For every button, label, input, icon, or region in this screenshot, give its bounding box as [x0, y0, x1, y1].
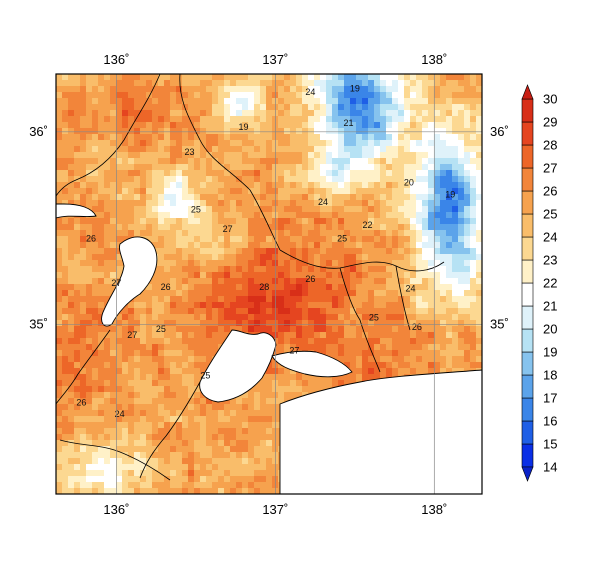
contour-label: 25: [156, 324, 166, 334]
colorbar-tick-label: 30: [543, 92, 557, 107]
colorbar-swatch: [521, 443, 534, 468]
colorbar: 14 15 16 17 18 19 20 21 22 23 24 25 26 27 28 29 30: [521, 84, 557, 482]
map-tick-labels: 136˚ 136˚ 137˚ 137˚ 138˚ 138˚ 36˚ 36˚ 35˚ 35˚: [29, 52, 509, 517]
contour-label: 20: [404, 178, 414, 188]
colorbar-under-arrow: [521, 466, 534, 482]
contour-label: 27: [289, 345, 299, 355]
lat-tick-label-right: 36˚: [490, 124, 509, 139]
colorbar-tick-label: 26: [543, 184, 557, 199]
colorbar-swatch: [521, 121, 534, 146]
contour-label: 27: [127, 330, 137, 340]
coastline-layer: [56, 74, 482, 494]
contour-label: 25: [200, 370, 210, 380]
colorbar-swatch: [521, 351, 534, 376]
contour-label: 19: [239, 122, 249, 132]
contour-label: 26: [412, 322, 422, 332]
colorbar-swatch: [521, 282, 534, 307]
colorbar-swatch: [521, 236, 534, 261]
lon-tick-label-bottom: 136˚: [103, 502, 129, 517]
colorbar-tick-label: 14: [543, 460, 557, 475]
colorbar-over-arrow: [521, 84, 534, 100]
contour-label: 27: [223, 224, 233, 234]
contour-label: 22: [363, 220, 373, 230]
colorbar-swatch: [521, 259, 534, 284]
lon-tick-label-top: 137˚: [262, 52, 288, 67]
colorbar-swatch: [521, 374, 534, 399]
colorbar-swatch: [521, 167, 534, 192]
colorbar-swatch: [521, 190, 534, 215]
lat-tick-label-right: 35˚: [490, 316, 509, 331]
colorbar-tick-label: 20: [543, 322, 557, 337]
colorbar-tick-label: 15: [543, 437, 557, 452]
contour-label: 21: [343, 118, 353, 128]
contour-label: 24: [405, 284, 415, 294]
contour-label: 26: [161, 282, 171, 292]
colorbar-tick-label: 22: [543, 276, 557, 291]
contour-label: 23: [185, 147, 195, 157]
contour-label: 26: [305, 274, 315, 284]
lon-tick-label-bottom: 138˚: [421, 502, 447, 517]
colorbar-tick-label: 19: [543, 345, 557, 360]
graticule: [56, 74, 482, 494]
colorbar-tick-label: 24: [543, 230, 557, 245]
lon-tick-label-top: 138˚: [421, 52, 447, 67]
colorbar-swatch: [521, 420, 534, 445]
colorbar-swatch: [521, 397, 534, 422]
contour-label: 25: [191, 205, 201, 215]
contour-label: 19: [350, 83, 360, 93]
contour-labels: 24 19 19 21 23 24 25 27 26 25 22 20 19 27 26 28 26 24 25 26…: [76, 83, 455, 419]
colorbar-tick-label: 29: [543, 115, 557, 130]
map-frame: [55, 73, 483, 495]
colorbar-swatch: [521, 328, 534, 353]
colorbar-tick-label: 18: [543, 368, 557, 383]
colorbar-tick-label: 21: [543, 299, 557, 314]
contour-label: 26: [76, 397, 86, 407]
contour-label: 26: [86, 234, 96, 244]
contour-label: 25: [337, 234, 347, 244]
colorbar-tick-label: 16: [543, 414, 557, 429]
contour-label: 24: [318, 197, 328, 207]
contour-label: 24: [115, 409, 125, 419]
colorbar-tick-label: 17: [543, 391, 557, 406]
colorbar-tick-label: 27: [543, 161, 557, 176]
lon-tick-label-top: 136˚: [103, 52, 129, 67]
colorbar-tick-label: 25: [543, 207, 557, 222]
colorbar-swatch: [521, 305, 534, 330]
contour-label: 28: [259, 282, 269, 292]
lat-tick-label-left: 35˚: [29, 316, 48, 331]
colorbar-swatch: [521, 98, 534, 123]
contour-label: 19: [445, 189, 455, 199]
colorbar-swatch: [521, 144, 534, 169]
colorbar-swatch: [521, 213, 534, 238]
contour-label: 24: [305, 87, 315, 97]
lon-tick-label-bottom: 137˚: [262, 502, 288, 517]
colorbar-tick-label: 28: [543, 138, 557, 153]
contour-label: 25: [369, 313, 379, 323]
lat-tick-label-left: 36˚: [29, 124, 48, 139]
colorbar-tick-label: 23: [543, 253, 557, 268]
